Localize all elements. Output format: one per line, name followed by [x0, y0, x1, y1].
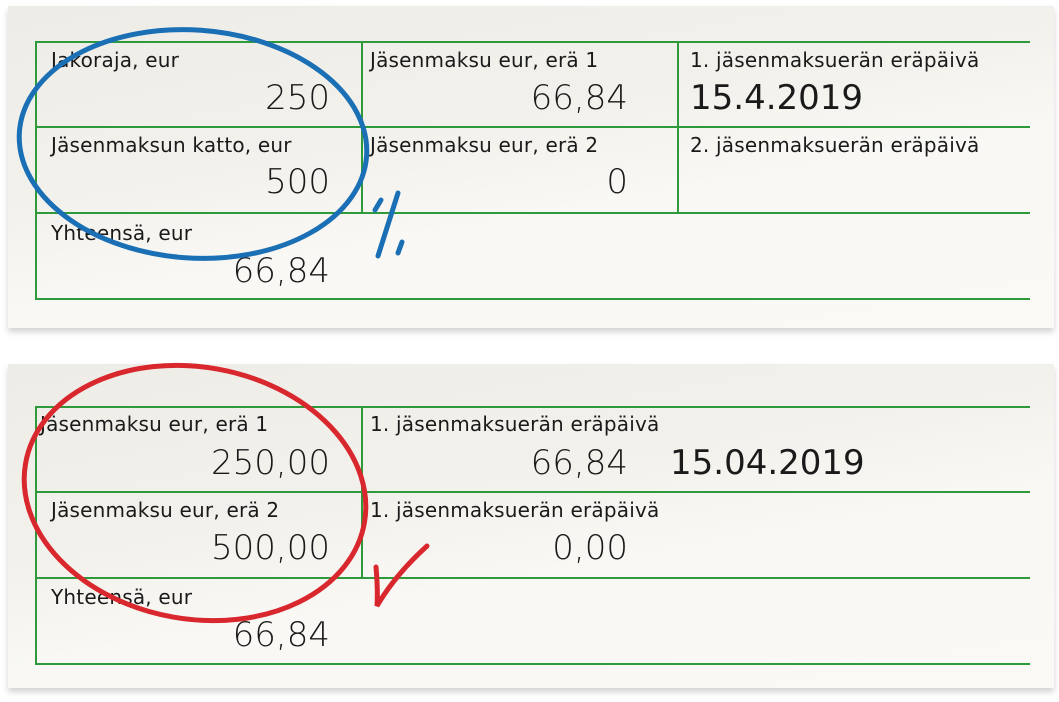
katto-value: 500	[265, 162, 330, 202]
jakoraja-value: 250	[265, 78, 330, 118]
grid-line	[361, 41, 363, 214]
era1-value: 250,00	[211, 443, 330, 483]
katto-label: Jäsenmaksun katto, eur	[51, 133, 292, 157]
grid-line	[35, 126, 1030, 128]
grid-line	[35, 663, 1030, 665]
duedate1-label: 1. jäsenmaksuerän eräpäivä	[690, 48, 980, 72]
duedate1-amount: 66,84	[530, 443, 628, 483]
total-value: 66,84	[232, 615, 330, 655]
era2-value: 500,00	[211, 528, 330, 568]
era2-label: Jäsenmaksu eur, erä 2	[51, 498, 280, 522]
grid-line	[35, 406, 1030, 408]
grid-line	[35, 406, 37, 665]
grid-line	[677, 41, 679, 214]
duedate1-label: 1. jäsenmaksuerän eräpäivä	[370, 412, 660, 436]
era2-label: Jäsenmaksu eur, erä 2	[370, 133, 599, 157]
total-value: 66,84	[232, 251, 330, 291]
grid-line	[35, 577, 1030, 579]
era1-label: Jäsenmaksu eur, erä 1	[40, 412, 269, 436]
era1-value: 66,84	[530, 78, 628, 118]
grid-line	[35, 212, 1030, 214]
total-label: Yhteensä, eur	[51, 221, 193, 245]
duedate2-label: 2. jäsenmaksuerän eräpäivä	[690, 133, 980, 157]
duedate2-label: 1. jäsenmaksuerän eräpäivä	[370, 498, 660, 522]
duedate2-amount: 0,00	[552, 528, 628, 568]
total-label: Yhteensä, eur	[51, 585, 193, 609]
era2-value: 0	[606, 162, 628, 202]
grid-line	[35, 41, 37, 300]
grid-line	[35, 41, 1030, 43]
era1-label: Jäsenmaksu eur, erä 1	[370, 48, 599, 72]
duedate1-date: 15.04.2019	[670, 443, 865, 483]
grid-line	[35, 298, 1030, 300]
jakoraja-label: Jakoraja, eur	[51, 48, 180, 72]
grid-line	[35, 491, 1030, 493]
duedate1-value: 15.4.2019	[690, 78, 864, 118]
grid-line	[361, 406, 363, 579]
